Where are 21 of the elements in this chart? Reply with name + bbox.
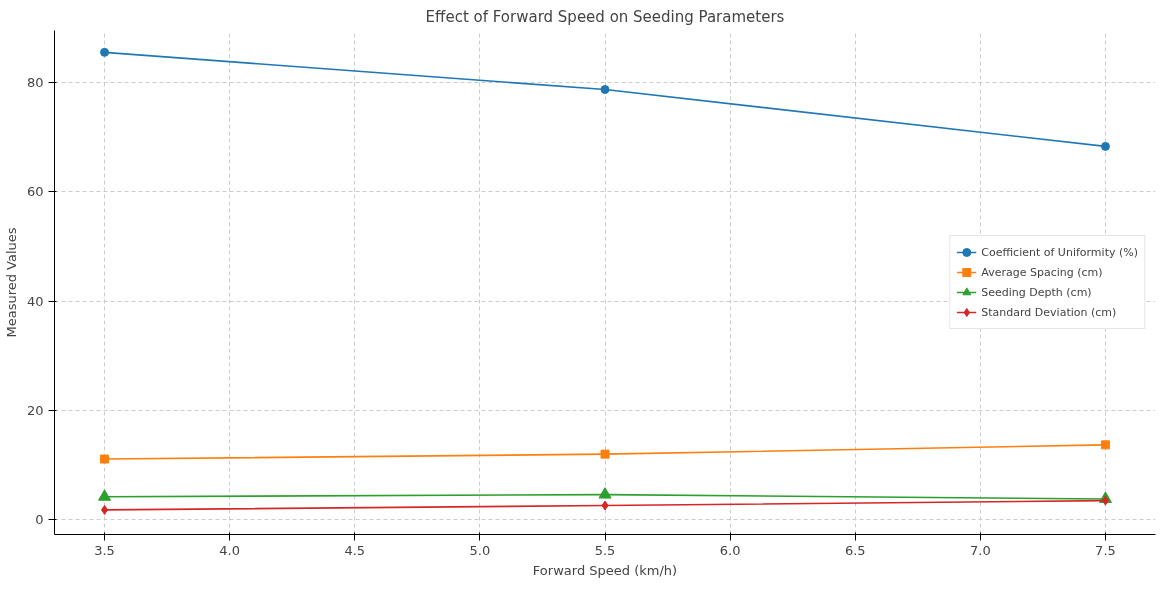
x-tick-label: 7.5 [1095,542,1116,558]
y-tick-label: 0 [35,512,44,528]
y-tick-label: 40 [26,293,44,309]
x-tick-label: 6.0 [719,542,741,558]
y-axis-title: Measured Values [3,227,19,338]
x-tick-label: 5.5 [594,542,616,558]
y-tick-label: 80 [26,74,44,90]
x-tick-label: 4.0 [219,542,241,558]
y-tick-label: 60 [26,184,44,200]
x-tick-label: 6.5 [844,542,866,558]
x-axis-title: Forward Speed (km/h) [532,562,678,578]
y-tick-label: 20 [26,402,44,418]
x-tick-label: 7.0 [970,542,991,558]
x-tick-label: 4.5 [344,542,366,558]
x-tick-label: 5.0 [469,542,491,558]
x-tick-label: 3.5 [94,542,115,558]
chart-title: Effect of Forward Speed on Seeding Parameters [425,7,785,26]
legend-label: Average Spacing (cm) [981,265,1103,279]
legend-label: Coefficient of Uniformity (%) [981,245,1138,259]
legend-label: Standard Deviation (cm) [981,305,1117,319]
legend-label: Seeding Depth (cm) [981,285,1092,299]
